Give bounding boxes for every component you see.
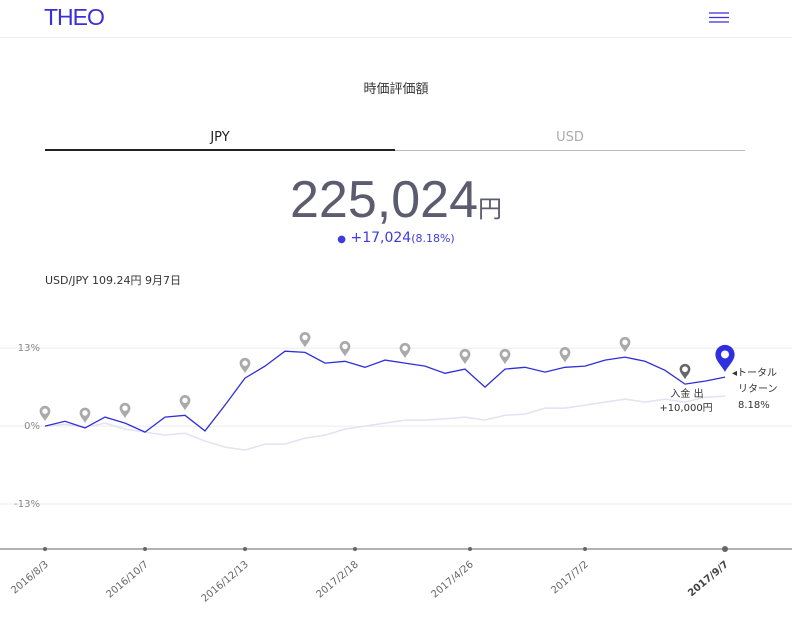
event-pin bbox=[459, 348, 471, 365]
pin-hole bbox=[122, 405, 128, 411]
x-tick-dot bbox=[143, 547, 147, 551]
event-pin bbox=[119, 402, 131, 419]
x-tick-dot bbox=[583, 547, 587, 551]
tab-underline-active bbox=[45, 149, 395, 151]
event-pin bbox=[179, 395, 191, 411]
x-tick-label: 2016/8/3 bbox=[9, 559, 50, 596]
pin-hole bbox=[242, 360, 248, 366]
x-tick-label: 2016/10/7 bbox=[105, 559, 151, 600]
pin-hole bbox=[502, 351, 508, 357]
event-pin bbox=[239, 357, 251, 374]
pin-hole bbox=[721, 350, 729, 359]
deposit-label: 入金 出 bbox=[670, 387, 703, 400]
y-tick-label: 13% bbox=[18, 343, 40, 354]
total-label2: リターン bbox=[738, 383, 778, 395]
x-tick-label: 2017/4/26 bbox=[430, 559, 476, 600]
event-pin bbox=[79, 407, 91, 423]
pin-hole bbox=[182, 397, 188, 404]
tab-jpy[interactable]: JPY bbox=[210, 130, 230, 145]
pin-hole bbox=[402, 345, 408, 351]
event-pin bbox=[499, 348, 511, 365]
logo[interactable]: THEO bbox=[44, 4, 105, 30]
x-tick-dot bbox=[468, 547, 472, 551]
x-tick-dot bbox=[43, 547, 47, 551]
event-pin bbox=[679, 363, 691, 380]
pin-hole bbox=[622, 339, 628, 345]
event-pin bbox=[715, 344, 735, 373]
event-pin bbox=[619, 336, 631, 353]
x-tick-label: 2017/2/18 bbox=[315, 559, 361, 600]
event-pin bbox=[339, 341, 351, 357]
y-tick-label: -13% bbox=[14, 499, 40, 510]
event-pin bbox=[399, 342, 411, 359]
x-tick-dot bbox=[243, 547, 247, 551]
total-value: 8.18% bbox=[738, 400, 770, 411]
balance: 225,024円 bbox=[0, 170, 792, 230]
tab-underline bbox=[395, 150, 745, 151]
menu-icon[interactable] bbox=[706, 8, 732, 28]
pin-hole bbox=[562, 349, 568, 356]
y-tick-label: 0% bbox=[24, 421, 40, 432]
fx-note: USD/JPY 109.24円 9月7日 bbox=[45, 274, 182, 287]
section-title: 時価評価額 bbox=[363, 82, 429, 97]
x-tick-dot bbox=[722, 546, 728, 552]
pin-hole bbox=[462, 351, 468, 357]
header-divider bbox=[0, 37, 792, 38]
balance-amount: 225,024 bbox=[290, 171, 478, 229]
pin-hole bbox=[682, 366, 688, 373]
pin-hole bbox=[302, 334, 308, 341]
event-pin bbox=[559, 347, 571, 363]
change-amount: +17,024 bbox=[350, 230, 412, 246]
x-tick-dot bbox=[353, 547, 357, 551]
pin-hole bbox=[42, 408, 48, 414]
pin-hole bbox=[342, 343, 348, 350]
deposit-amount: +10,000円 bbox=[659, 403, 712, 414]
event-pin bbox=[299, 332, 311, 348]
total-label: ◂トータル bbox=[732, 367, 777, 379]
x-tick-label: 2017/9/7 bbox=[686, 559, 731, 599]
change-pct: (8.18%) bbox=[411, 232, 455, 245]
pin-hole bbox=[82, 410, 88, 416]
event-pin bbox=[39, 405, 51, 422]
change-dot: ● bbox=[337, 234, 347, 245]
series-line bbox=[44, 350, 726, 433]
series-line bbox=[44, 395, 726, 451]
x-tick-label: 2017/7/2 bbox=[549, 559, 590, 596]
balance-change: ● +17,024(8.18%) bbox=[0, 230, 792, 246]
x-tick-label: 2016/12/13 bbox=[200, 559, 251, 604]
balance-unit: 円 bbox=[477, 196, 502, 223]
tab-usd[interactable]: USD bbox=[556, 130, 584, 145]
